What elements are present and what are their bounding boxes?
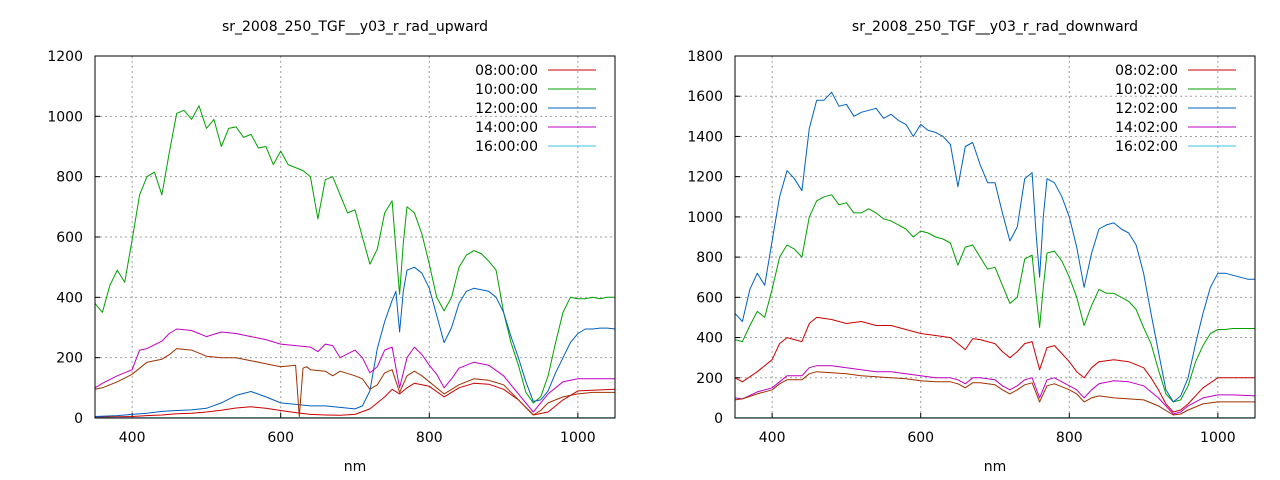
y-tick-label: 800 [56, 170, 83, 186]
legend-label: 12:00:00 [475, 101, 538, 117]
plot-frame [94, 55, 616, 419]
series-line-6 [94, 348, 615, 417]
y-tick-label: 0 [714, 411, 723, 427]
legend-label: 16:02:00 [1115, 139, 1178, 155]
legend-label: 08:00:00 [475, 63, 538, 79]
x-axis-label: nm [984, 459, 1007, 475]
y-tick-label: 400 [696, 331, 723, 347]
y-tick-label: 1800 [687, 49, 723, 65]
legend-label: 14:02:00 [1115, 120, 1178, 136]
x-tick-label: 400 [119, 430, 146, 446]
x-tick-label: 800 [1056, 430, 1083, 446]
legend-label: 12:02:00 [1115, 101, 1178, 117]
series-line-3 [94, 266, 616, 417]
x-tick-label: 1000 [560, 430, 596, 446]
y-tick-label: 1000 [687, 210, 723, 226]
series-line-4 [94, 328, 615, 413]
legend-label: 16:00:00 [475, 139, 538, 155]
series-line-1 [94, 382, 616, 418]
series-line-2 [734, 194, 1255, 403]
x-tick-label: 1000 [1200, 430, 1236, 446]
series-line-4 [734, 365, 1256, 415]
y-tick-label: 600 [56, 230, 83, 246]
legend-label: 08:02:00 [1115, 63, 1178, 79]
y-tick-label: 1400 [687, 129, 723, 145]
x-tick-label: 400 [759, 430, 786, 446]
y-tick-label: 1000 [47, 109, 83, 125]
x-tick-label: 600 [907, 430, 934, 446]
legend-label: 10:02:00 [1115, 82, 1178, 98]
y-tick-label: 1200 [687, 170, 723, 186]
y-tick-label: 400 [56, 290, 83, 306]
series-line-1 [734, 316, 1255, 413]
series-line-2 [94, 105, 615, 404]
x-tick-label: 800 [416, 430, 443, 446]
chart-2: 400 600 800 1000 0 200 400 600 800 1000 1200 1400 16… [687, 19, 1256, 475]
y-tick-label: 0 [74, 411, 83, 427]
x-tick-label: 600 [267, 430, 294, 446]
chart-1: 400 600 800 1000 0 200 400 600 800 1000 1200 sr_200… [47, 19, 616, 475]
series-line-3 [734, 91, 1255, 403]
legend-label: 14:00:00 [475, 120, 538, 136]
y-tick-label: 1600 [687, 89, 723, 105]
series-line-6 [734, 371, 1255, 416]
chart-title: sr_2008_250_TGF__y03_r_rad_upward [222, 19, 488, 35]
chart-title: sr_2008_250_TGF__y03_r_rad_downward [852, 19, 1138, 35]
x-axis-label: nm [344, 459, 367, 475]
y-tick-label: 200 [56, 351, 83, 367]
y-tick-label: 200 [696, 371, 723, 387]
y-tick-label: 800 [696, 250, 723, 266]
y-tick-label: 1200 [47, 49, 83, 65]
legend-label: 10:00:00 [475, 82, 538, 98]
plot-frame [734, 55, 1256, 419]
y-tick-label: 600 [696, 290, 723, 306]
